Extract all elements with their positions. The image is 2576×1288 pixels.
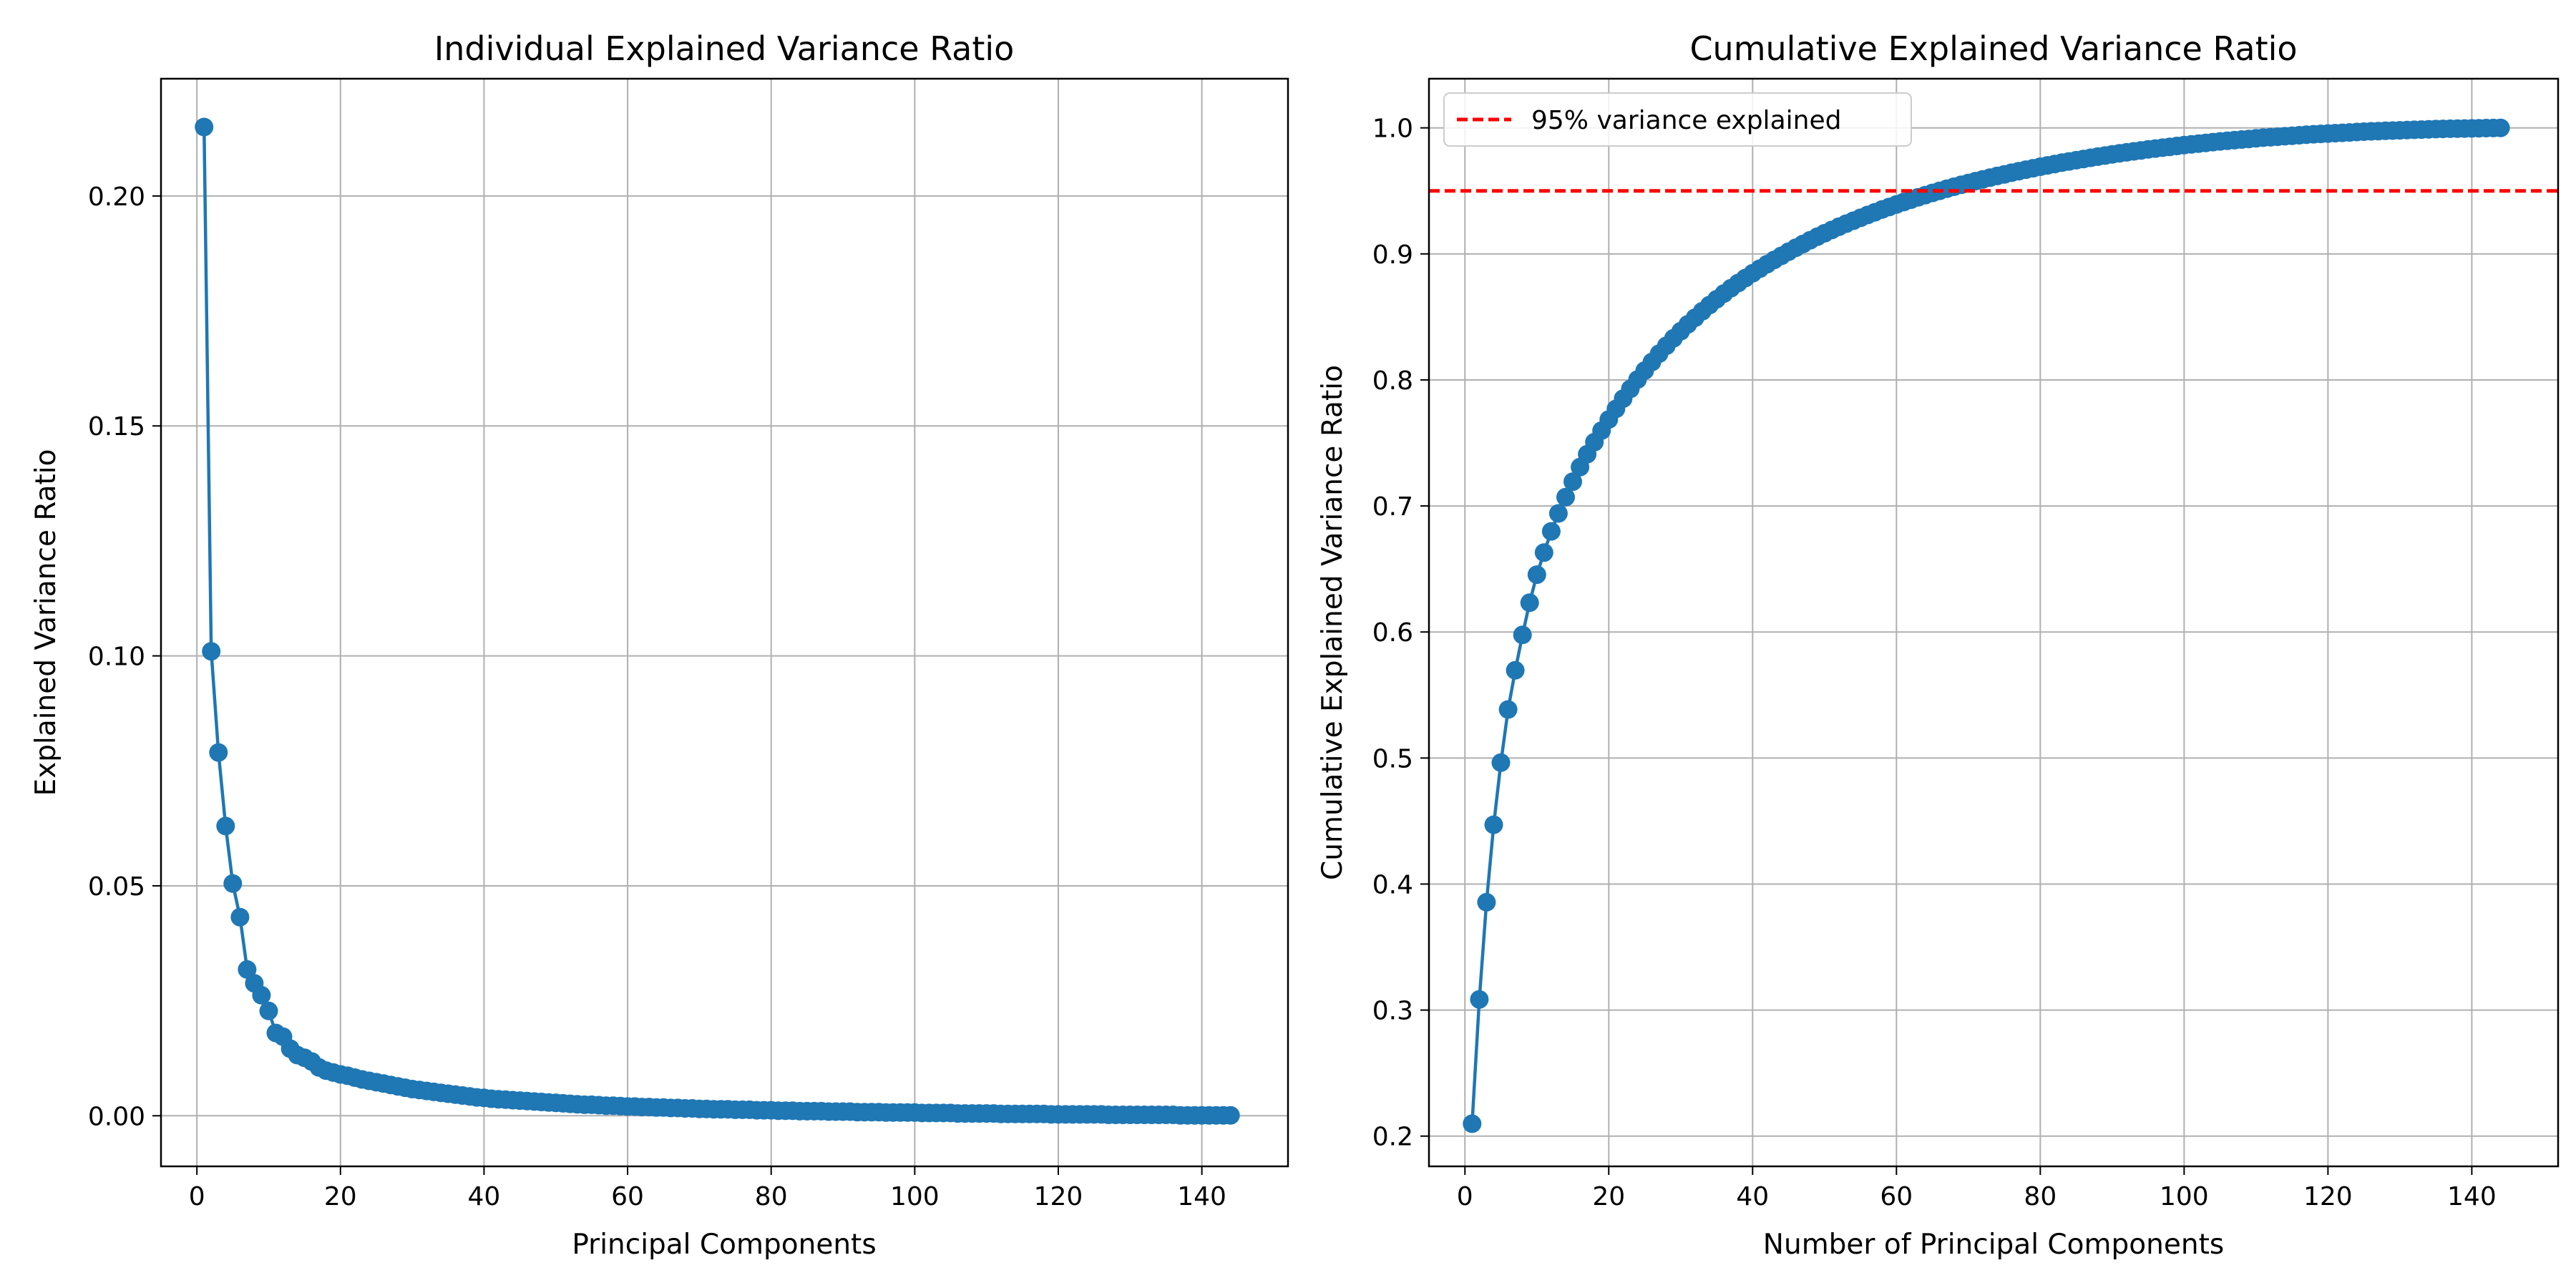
data-point xyxy=(1470,990,1489,1009)
legend-label: 95% variance explained xyxy=(1531,106,1841,135)
x-tick-label: 140 xyxy=(2447,1182,2497,1211)
cumulative-variance-chart: 0 20 40 60 80 100 120 140 0.2 0.3 0.4 0.5 0.6 0.7 0.8… xyxy=(1317,29,2560,1261)
y-axis-ticks: 0.00 0.05 0.10 0.15 0.20 xyxy=(88,182,161,1131)
y-axis-ticks: 0.2 0.3 0.4 0.5 0.6 0.7 0.8 0.9 1.0 xyxy=(1372,114,1429,1152)
data-point xyxy=(1520,593,1539,613)
y-tick-label: 0.10 xyxy=(88,643,145,672)
y-tick-label: 0.15 xyxy=(88,412,145,441)
y-tick-label: 0.5 xyxy=(1372,744,1413,774)
data-point xyxy=(195,117,214,137)
x-tick-label: 40 xyxy=(468,1182,501,1211)
plot-frame xyxy=(1428,77,2560,1168)
data-point xyxy=(1498,700,1518,719)
data-point xyxy=(1527,565,1546,585)
data-point xyxy=(1463,1114,1482,1133)
plot-frame xyxy=(160,77,1289,1168)
individual-variance-chart: 0 20 40 60 80 100 120 140 0.000.050.100.150.20 … xyxy=(30,29,1289,1261)
data-point xyxy=(2491,118,2510,137)
y-tick-label: 0.8 xyxy=(1372,366,1413,396)
y-tick-label: 0.7 xyxy=(1372,492,1413,522)
data-point xyxy=(209,743,228,762)
chart-title: Individual Explained Variance Ratio xyxy=(434,29,1015,68)
x-tick-label: 0 xyxy=(189,1182,205,1211)
x-tick-label: 100 xyxy=(890,1182,940,1211)
plot-area-background xyxy=(161,79,1288,1166)
y-tick-label: 0.00 xyxy=(88,1102,145,1131)
data-point xyxy=(1548,504,1568,523)
y-axis-label: Explained Variance Ratio xyxy=(30,449,62,796)
plot-area-background xyxy=(1429,79,2558,1166)
y-axis-label: Cumulative Explained Variance Ratio xyxy=(1317,365,1349,880)
y-tick-label: 0.3 xyxy=(1372,997,1413,1026)
x-tick-label: 60 xyxy=(611,1182,644,1211)
x-tick-label: 100 xyxy=(2160,1182,2209,1211)
x-tick-label: 80 xyxy=(755,1182,788,1211)
data-point xyxy=(1491,753,1511,772)
x-tick-label: 0 xyxy=(1457,1182,1473,1211)
x-tick-label: 20 xyxy=(1592,1182,1625,1211)
y-tick-label: 1.0 xyxy=(1372,114,1413,144)
data-point xyxy=(1506,660,1525,680)
series-layer xyxy=(1463,118,2510,1133)
data-point xyxy=(1221,1106,1240,1125)
data-point xyxy=(259,1001,278,1020)
data-point xyxy=(252,985,271,1005)
data-point xyxy=(216,816,235,836)
data-point xyxy=(1563,472,1582,492)
x-tick-label: 120 xyxy=(2303,1182,2353,1211)
y-tick-label: 0.4 xyxy=(1372,870,1413,899)
x-tick-label: 120 xyxy=(1034,1182,1083,1211)
series-layer xyxy=(195,117,1240,1125)
x-axis-label: Principal Components xyxy=(572,1229,876,1261)
data-point xyxy=(1534,543,1553,562)
x-tick-label: 60 xyxy=(1880,1182,1913,1211)
data-point xyxy=(202,642,221,661)
legend-box xyxy=(1443,92,1912,147)
legend: 95% variance explained xyxy=(1443,92,1912,147)
grid xyxy=(161,79,1288,1166)
data-point xyxy=(1484,815,1503,834)
data-point xyxy=(238,960,257,979)
data-point xyxy=(223,874,243,893)
x-tick-label: 40 xyxy=(1736,1182,1769,1211)
data-point xyxy=(230,907,250,927)
x-axis-label: Number of Principal Components xyxy=(1763,1229,2224,1261)
grid xyxy=(1429,79,2558,1166)
data-point xyxy=(1556,487,1575,507)
data-point xyxy=(1477,892,1496,912)
y-tick-label: 0.05 xyxy=(88,872,145,902)
y-tick-label: 0.20 xyxy=(88,182,145,212)
x-axis-ticks: 0 20 40 60 80 100 120 140 xyxy=(1457,1166,2497,1211)
x-tick-label: 20 xyxy=(324,1182,357,1211)
x-tick-label: 80 xyxy=(2024,1182,2057,1211)
y-tick-label: 0.6 xyxy=(1372,618,1413,648)
x-tick-label: 140 xyxy=(1177,1182,1226,1211)
x-axis-ticks: 0 20 40 60 80 100 120 140 xyxy=(189,1166,1226,1211)
chart-title: Cumulative Explained Variance Ratio xyxy=(1689,29,2297,68)
y-tick-label: 0.9 xyxy=(1372,240,1413,270)
y-tick-label: 0.2 xyxy=(1372,1123,1413,1152)
data-point xyxy=(1513,625,1532,645)
data-point xyxy=(1541,522,1561,541)
